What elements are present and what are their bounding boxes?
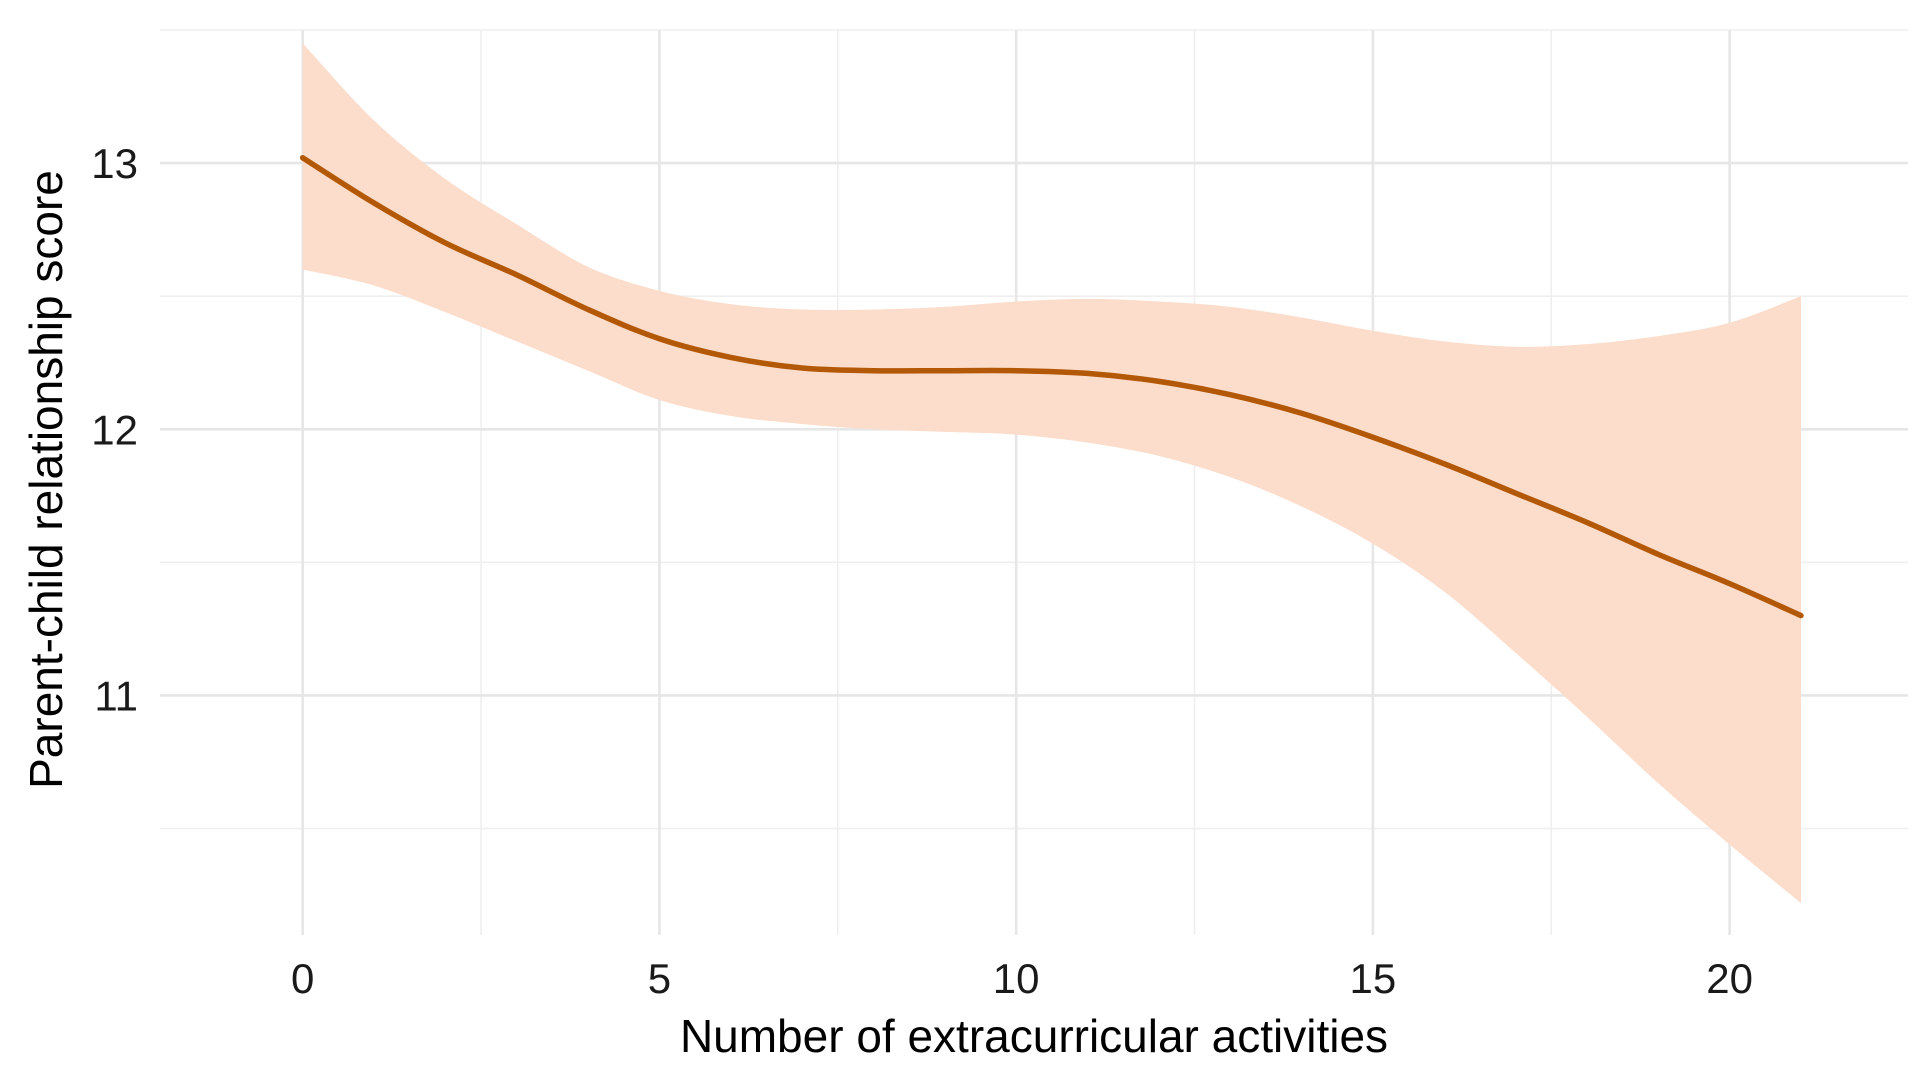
x-tick-label: 5 (648, 955, 671, 1002)
confidence-band (302, 43, 1801, 904)
y-tick-label: 12 (91, 406, 138, 453)
x-axis-title: Number of extracurricular activities (680, 1010, 1388, 1062)
y-axis-title: Parent-child relationship score (20, 170, 72, 789)
y-axis-tick-labels: 11 12 13 (91, 140, 138, 719)
x-tick-label: 15 (1350, 955, 1397, 1002)
x-tick-label: 0 (291, 955, 314, 1002)
y-tick-label: 13 (91, 140, 138, 187)
x-tick-label: 20 (1706, 955, 1753, 1002)
y-tick-label: 11 (94, 672, 138, 719)
fit-line (299, 155, 1804, 619)
x-tick-label: 10 (993, 955, 1040, 1002)
confidence-band-layer (302, 43, 1801, 904)
fit-line-layer (299, 155, 1804, 619)
x-axis-tick-labels: 0 5 10 15 20 (291, 955, 1753, 1002)
